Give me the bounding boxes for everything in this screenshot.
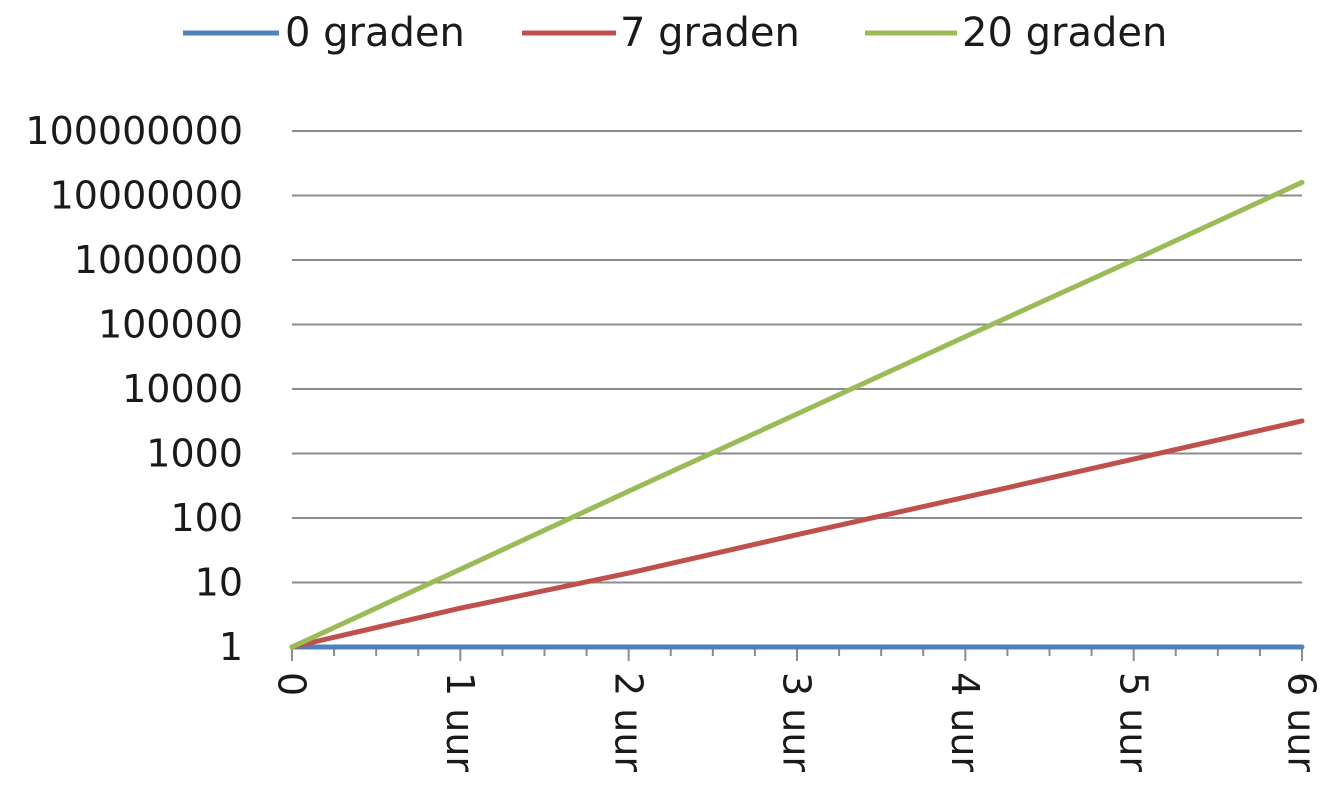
series-lines: [289, 179, 1305, 650]
y-tick-label: 1000000: [74, 238, 243, 282]
legend-label: 7 graden: [620, 10, 800, 56]
y-tick-label: 1: [219, 625, 243, 669]
y-axis-tick-labels: 1 10 100 1000 10000 100000 1000000 10000000 1000…: [25, 109, 243, 669]
y-tick-label: 100: [170, 496, 243, 540]
x-tick-label: 5 uur: [1111, 672, 1155, 772]
legend-label: 0 graden: [285, 10, 465, 56]
y-tick-label: 100000: [98, 303, 243, 347]
y-tick-label: 10000: [122, 367, 243, 411]
series-line-2: [289, 179, 1305, 650]
x-tick-label: 4 uur: [943, 672, 987, 772]
legend-label: 20 graden: [962, 10, 1167, 56]
x-axis-tick-labels: 0 1 uur 2 uur 3 uur 4 uur 5 uur 6 uur: [270, 672, 1320, 772]
x-tick-label: 2 uur: [606, 672, 650, 772]
x-tick-label: 6 uur: [1280, 672, 1320, 772]
y-tick-label: 10000000: [50, 174, 243, 218]
x-tick-label: 0: [270, 672, 314, 696]
y-tick-label: 100000000: [25, 109, 243, 153]
y-tick-label: 1000: [146, 432, 243, 476]
x-tick-label: 1 uur: [438, 672, 482, 772]
y-tick-label: 10: [195, 561, 243, 605]
gridlines: [292, 130, 1302, 648]
series-line-1: [289, 418, 1305, 650]
legend: 0 graden 7 graden 20 graden: [183, 10, 1167, 56]
x-tick-label: 3 uur: [775, 672, 819, 772]
